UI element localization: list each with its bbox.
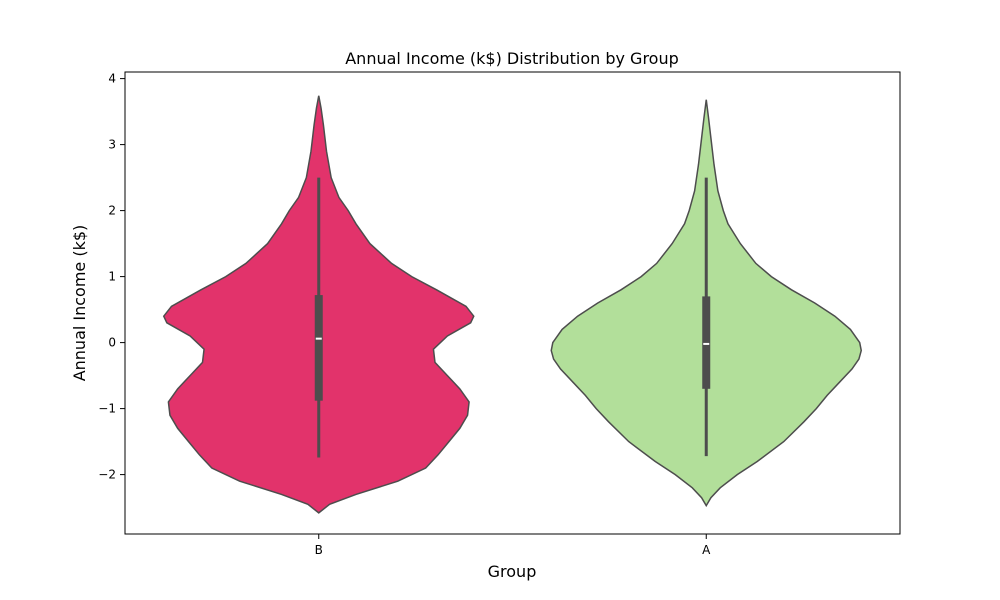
y-tick-label: −2 bbox=[98, 468, 116, 482]
y-tick-label: 4 bbox=[108, 72, 116, 86]
plot-area bbox=[162, 95, 863, 514]
plot-frame bbox=[124, 71, 901, 535]
y-tick-label: −1 bbox=[98, 402, 116, 416]
y-tick-label: 3 bbox=[108, 138, 116, 152]
y-tick-label: 1 bbox=[108, 270, 116, 284]
x-tick-label: A bbox=[702, 543, 711, 557]
iqr-box-B bbox=[314, 295, 323, 401]
x-tick-label: B bbox=[315, 543, 323, 557]
x-axis-label: Group bbox=[488, 562, 537, 581]
y-tick-label: 2 bbox=[108, 204, 116, 218]
chart-title: Annual Income (k$) Distribution by Group bbox=[345, 49, 679, 68]
y-tick-label: 0 bbox=[108, 336, 116, 350]
y-axis-label: Annual Income (k$) bbox=[70, 225, 89, 382]
iqr-box-A bbox=[702, 296, 711, 389]
y-axis: 4 3 2 1 0 −1 −2 bbox=[98, 72, 125, 482]
